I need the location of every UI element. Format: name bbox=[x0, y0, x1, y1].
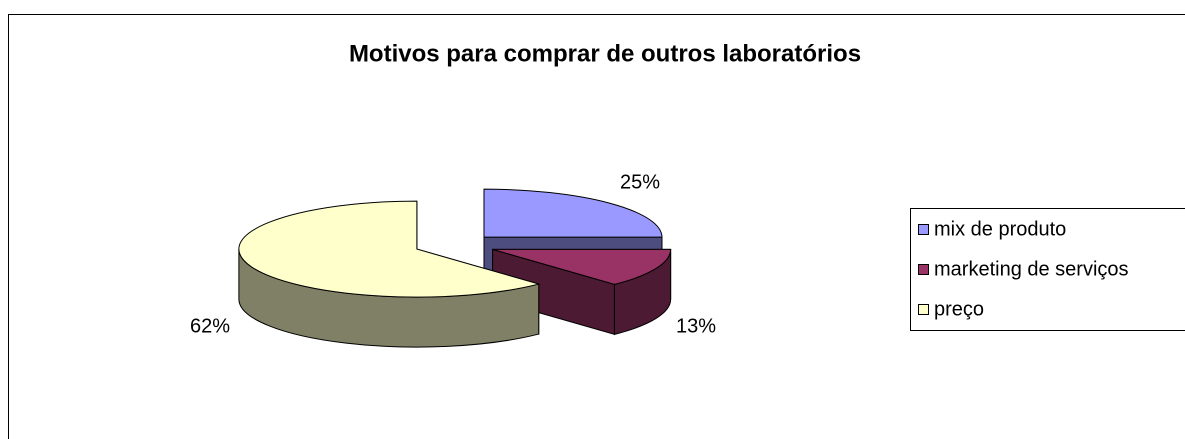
slice-top bbox=[492, 248, 672, 285]
legend-swatch bbox=[918, 224, 929, 235]
legend-label: mix de produto bbox=[934, 218, 1066, 240]
legend-swatch bbox=[918, 304, 929, 315]
legend-label: preço bbox=[934, 298, 984, 320]
data-label: 13% bbox=[676, 315, 716, 337]
legend-box bbox=[910, 208, 1185, 331]
slice-top bbox=[238, 200, 541, 298]
slice-top bbox=[483, 188, 663, 238]
data-label: 62% bbox=[190, 315, 230, 337]
legend-label: marketing de serviços bbox=[934, 258, 1129, 280]
data-label: 25% bbox=[620, 171, 660, 193]
legend-swatch bbox=[918, 264, 929, 275]
chart-title: Motivos para comprar de outros laboratór… bbox=[349, 40, 861, 67]
